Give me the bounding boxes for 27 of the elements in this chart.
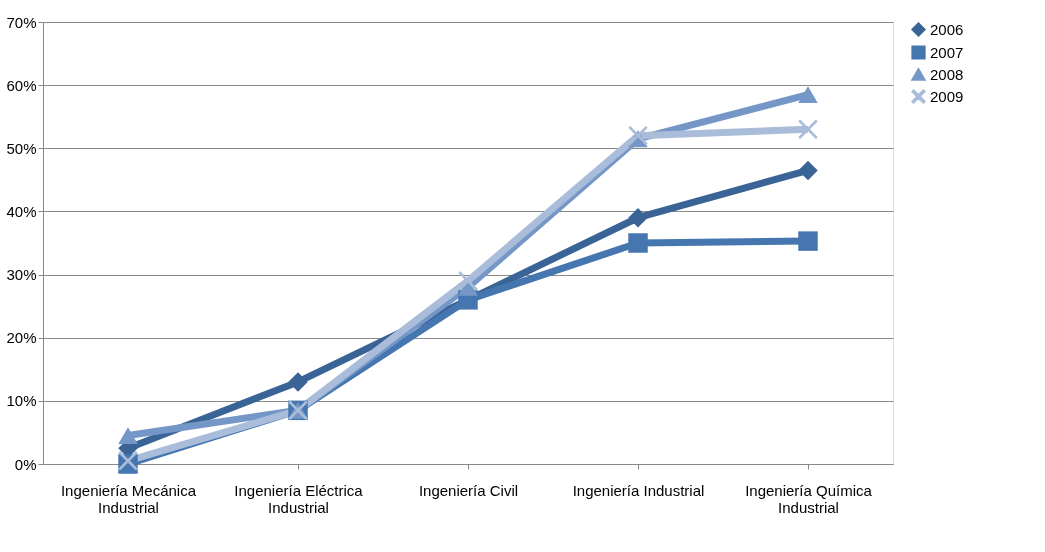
point <box>628 125 648 146</box>
x-tick-label: Ingeniería Civil <box>418 481 519 499</box>
y-tick-label: 50% <box>6 139 37 157</box>
legend-label: 2007 <box>930 43 964 61</box>
y-tick-label: 40% <box>6 202 37 220</box>
legend-label: 2009 <box>930 87 964 105</box>
legend-label: 2006 <box>930 20 964 38</box>
x-tick-label: Ingeniería Eléctrica Industrial <box>234 481 364 516</box>
x-tick-label: Ingeniería Química Industrial <box>745 481 873 516</box>
y-tick-label: 30% <box>6 266 37 284</box>
point <box>628 233 648 253</box>
point <box>458 271 478 291</box>
x-tick-label: Ingeniería Mecánica Industrial <box>60 481 197 516</box>
legend-label: 2008 <box>930 65 964 83</box>
y-tick-label: 20% <box>6 329 37 347</box>
point <box>798 86 818 104</box>
point <box>628 208 648 228</box>
point <box>798 231 818 251</box>
y-tick-label: 60% <box>6 76 37 94</box>
point <box>798 160 818 181</box>
y-tick-label: 70% <box>6 13 37 31</box>
point <box>288 372 308 392</box>
point <box>118 427 138 445</box>
y-tick-label: 0% <box>14 455 37 473</box>
y-tick-label: 10% <box>6 392 37 410</box>
x-tick-label: Ingeniería Industrial <box>572 481 705 499</box>
point <box>798 119 818 140</box>
